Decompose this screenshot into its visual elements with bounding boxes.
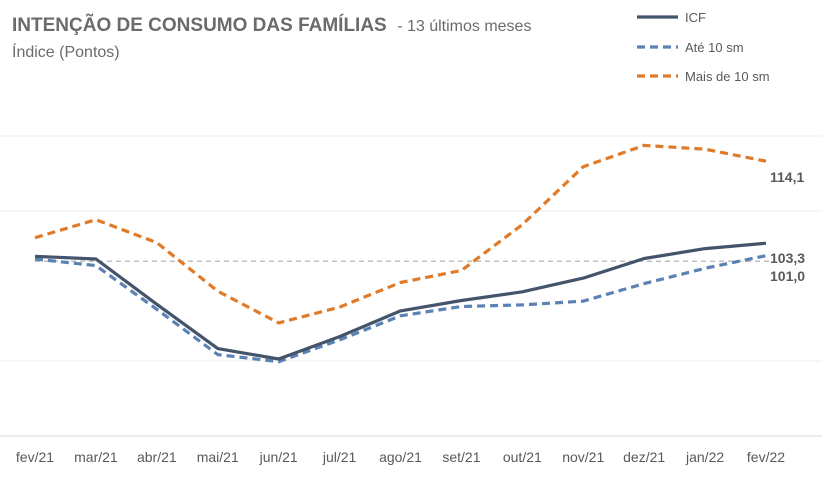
end-value-label: 103,3 [770, 250, 805, 266]
series-group [34, 143, 767, 364]
x-tick-label: abr/21 [137, 449, 177, 465]
series-line-mais-de-10-sm [34, 143, 767, 325]
chart-title-suffix: - 13 últimos meses [397, 18, 531, 35]
chart-title-line: INTENÇÃO DE CONSUMO DAS FAMÍLIAS - 13 úl… [12, 14, 531, 36]
end-value-label: 101,0 [770, 268, 805, 284]
x-tick-label: jan/22 [685, 449, 724, 465]
gridlines [0, 135, 822, 437]
x-tick-label: set/21 [442, 449, 480, 465]
legend: ICF Até 10 sm Mais de 10 sm [637, 10, 770, 84]
x-tick-label: mai/21 [197, 449, 239, 465]
series-line-at-10-sm [34, 254, 767, 364]
x-tick-label: jun/21 [259, 449, 298, 465]
legend-label: ICF [685, 10, 706, 25]
end-value-label: 114,1 [770, 169, 804, 185]
x-tick-label: out/21 [503, 449, 542, 465]
chart-title: INTENÇÃO DE CONSUMO DAS FAMÍLIAS [12, 14, 387, 36]
legend-label: Até 10 sm [685, 40, 744, 55]
x-tick-label: ago/21 [379, 449, 422, 465]
legend-label: Mais de 10 sm [685, 69, 770, 84]
end-labels: 103,3 101,0 114,1 [770, 169, 805, 284]
x-tick-label: dez/21 [623, 449, 665, 465]
x-tick-label: jul/21 [322, 449, 357, 465]
chart-subtitle: Índice (Pontos) [12, 42, 120, 61]
x-tick-label: nov/21 [562, 449, 604, 465]
x-tick-label: fev/22 [747, 449, 785, 465]
series-line-icf [34, 241, 767, 361]
x-axis-ticks: fev/21 mar/21 abr/21 mai/21 jun/21 jul/21 ago/… [16, 449, 785, 465]
x-tick-label: mar/21 [74, 449, 118, 465]
x-tick-label: fev/21 [16, 449, 54, 465]
